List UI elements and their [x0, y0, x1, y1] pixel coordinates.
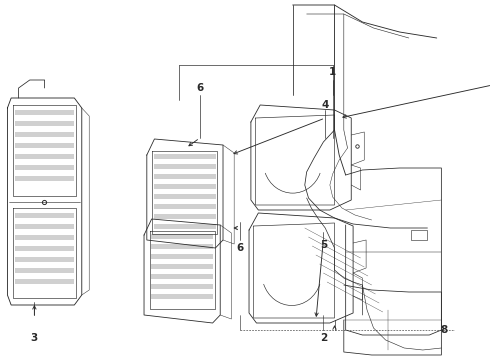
Text: 3: 3: [31, 333, 38, 343]
Bar: [411, 230, 427, 240]
Text: 1: 1: [329, 67, 336, 77]
Text: 7: 7: [489, 63, 490, 73]
Text: 4: 4: [321, 100, 329, 110]
Text: 6: 6: [236, 243, 244, 253]
Text: 6: 6: [196, 83, 203, 93]
Text: 5: 5: [320, 240, 327, 250]
Text: 8: 8: [441, 325, 448, 335]
Text: 2: 2: [320, 333, 327, 343]
